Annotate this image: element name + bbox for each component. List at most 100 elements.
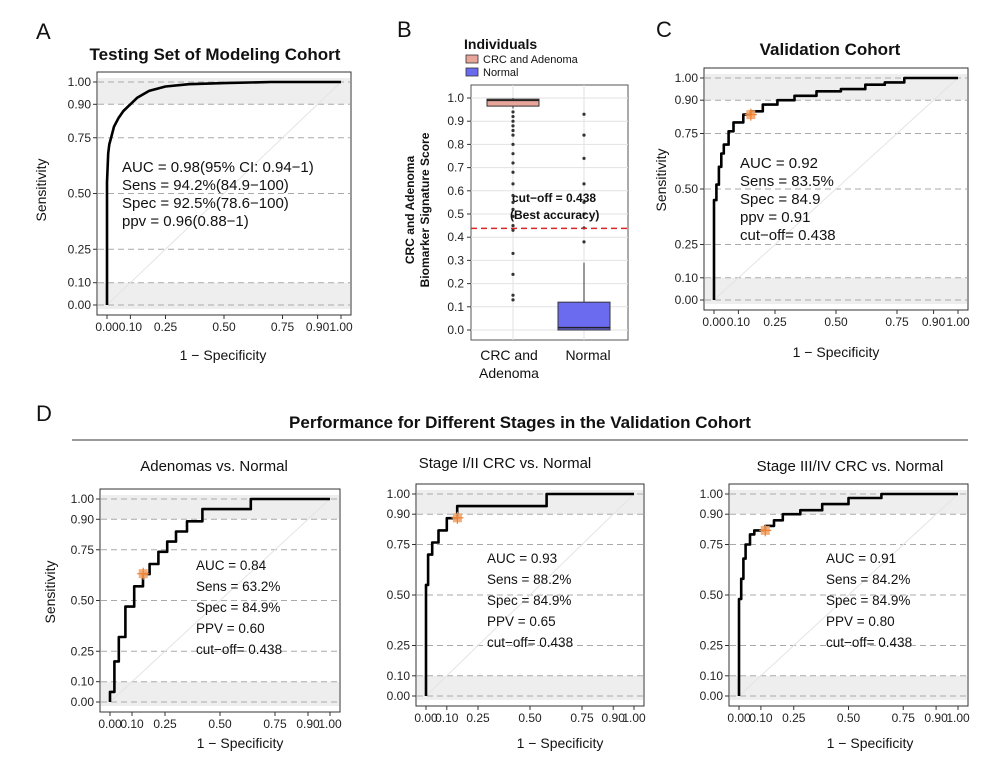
panel-letter-c: C: [656, 17, 672, 42]
y-tick-label: 0.50: [675, 182, 699, 196]
stats-annotation-line: AUC = 0.91: [826, 551, 896, 566]
roc-curve: [108, 497, 330, 702]
box-body: [557, 301, 611, 331]
x-axis-label: 1 − Specificity: [827, 735, 914, 751]
x-tick-label: 0.50: [212, 320, 236, 334]
shade-band-bottom: [730, 675, 967, 700]
x-category-label: CRC and: [480, 347, 538, 363]
y-tick-label: 0.90: [675, 93, 699, 107]
plot-frame: [470, 84, 629, 341]
x-tick-label: 1.00: [329, 320, 353, 334]
roc-panel-c: 0.000.100.250.500.750.901.000.00 0.10 0.25…: [653, 40, 970, 360]
y-tick-label: 0.50: [68, 187, 92, 201]
x-axis-label: 1 − Specificity: [197, 735, 284, 751]
y-axis-label: Biomarker Signature Score: [418, 132, 432, 287]
x-tick-label: 0.00: [727, 711, 751, 725]
x-tick-label: 0.50: [824, 315, 848, 329]
x-tick-label: 0.75: [271, 320, 295, 334]
chart-title: Stage I/II CRC vs. Normal: [419, 455, 592, 472]
y-tick-label: 0.00: [700, 689, 724, 703]
x-tick-label: 0.75: [885, 315, 909, 329]
stats-annotation-line: Sens = 88.2%: [487, 572, 571, 587]
roc-panel-d1: 0.000.100.250.500.750.901.000.000.10 0.25…: [42, 458, 342, 751]
x-tick-label: 0.90: [296, 717, 320, 731]
x-tick-label: 0.10: [749, 711, 773, 725]
stats-annotation-line: AUC = 0.98(95% CI: 0.94−1): [122, 159, 314, 176]
stats-annotation-line: cut−off= 0.438: [826, 635, 912, 650]
stats-annotation-line: PPV = 0.60: [196, 621, 265, 636]
x-tick-label: 0.10: [120, 717, 144, 731]
box-outlier-point: [582, 133, 586, 137]
y-tick-label: 0.75: [71, 543, 95, 557]
y-tick-label: 1.00: [68, 75, 92, 89]
x-tick-label: 1.00: [318, 717, 342, 731]
y-tick-label: 0.25: [700, 639, 724, 653]
stats-annotation-line: cut−off= 0.438: [740, 227, 836, 244]
y-tick-label: 1.00: [675, 71, 699, 85]
roc-panel-a: 0.000.100.250.500.750.901.000.00 0.10 0.25…: [33, 45, 353, 363]
y-axis-label: Sensitivity: [33, 158, 49, 221]
box-outlier-point: [511, 142, 515, 146]
x-tick-label: 0.75: [892, 711, 916, 725]
x-tick-label: 0.25: [154, 320, 178, 334]
box-outlier-point: [511, 170, 515, 174]
y-tick-label: 0.25: [68, 242, 92, 256]
y-tick-label: 0.6: [447, 184, 464, 198]
box-outlier-point: [511, 110, 515, 114]
stats-annotation-line: AUC = 0.93: [487, 551, 557, 566]
x-tick-label: 0.50: [837, 711, 861, 725]
stats-annotation-line: cut−off= 0.438: [196, 642, 282, 657]
box-outlier-point: [582, 156, 586, 160]
x-tick-label: 0.50: [208, 717, 232, 731]
chart-title: Stage III/IV CRC vs. Normal: [757, 458, 944, 475]
x-axis-label: 1 − Specificity: [793, 344, 880, 360]
y-tick-label: 0.8: [447, 137, 464, 151]
panel-letter-b: B: [397, 17, 412, 42]
y-tick-label: 0.90: [387, 507, 411, 521]
roc-panel-d3: 0.000.100.250.500.750.901.000.000.10 0.25…: [700, 458, 970, 751]
stats-annotation-line: Spec = 84.9%: [487, 593, 571, 608]
cutoff-label-line: cut−off = 0.438: [512, 191, 596, 205]
y-tick-label: 0.50: [700, 588, 724, 602]
x-tick-label: 0.00: [414, 711, 438, 725]
box-outlier-point: [582, 240, 586, 244]
box-outlier-point: [511, 119, 515, 123]
box-panel-b: 0.0 0.1 0.2 0.3 0.4 0.5 0.6 0.7 0.8 0.9 1.0 cut−off…: [403, 36, 629, 381]
diagonal-reference: [425, 493, 635, 697]
y-tick-label: 0.4: [447, 230, 464, 244]
box-outlier-point: [582, 112, 586, 116]
diagonal-reference: [738, 493, 959, 697]
stats-annotation-line: Spec = 84.9%: [196, 600, 280, 615]
x-tick-label: 0.00: [702, 315, 726, 329]
legend-swatch-normal: [465, 67, 479, 77]
chart-title: Testing Set of Modeling Cohort: [90, 45, 341, 64]
y-tick-label: 0.25: [387, 639, 411, 653]
shade-band-bottom: [101, 681, 339, 706]
y-tick-label: 1.00: [700, 487, 724, 501]
y-tick-label: 0.75: [387, 538, 411, 552]
box-outlier-point: [511, 293, 515, 297]
y-axis-label: Sensitivity: [42, 560, 58, 623]
x-axis-label: 1 − Specificity: [180, 347, 267, 363]
y-tick-label: 0.90: [700, 507, 724, 521]
x-tick-label: 0.10: [119, 320, 143, 334]
y-tick-label: 0.50: [71, 594, 95, 608]
diagonal-reference: [713, 77, 959, 301]
y-tick-label: 0.00: [71, 695, 95, 709]
box-outlier-point: [511, 128, 515, 133]
stats-annotation-line: Sens = 94.2%(84.9−100): [122, 177, 289, 194]
cutoff-label-line: (Best accuracy): [510, 208, 599, 222]
x-tick-label: 0.50: [518, 711, 542, 725]
y-tick-label: 0.75: [68, 131, 92, 145]
x-tick-label: 0.90: [306, 320, 330, 334]
y-tick-label: 0.75: [675, 127, 699, 141]
roc-curve: [105, 80, 341, 305]
y-tick-label: 0.00: [675, 293, 699, 307]
x-tick-label: 0.90: [602, 711, 626, 725]
panel-letter-d: D: [36, 401, 52, 426]
y-tick-label: 0.10: [71, 675, 95, 689]
x-tick-label: 1.00: [946, 315, 970, 329]
chart-title: Adenomas vs. Normal: [140, 458, 288, 475]
legend-item: CRC and Adenoma: [483, 54, 579, 66]
